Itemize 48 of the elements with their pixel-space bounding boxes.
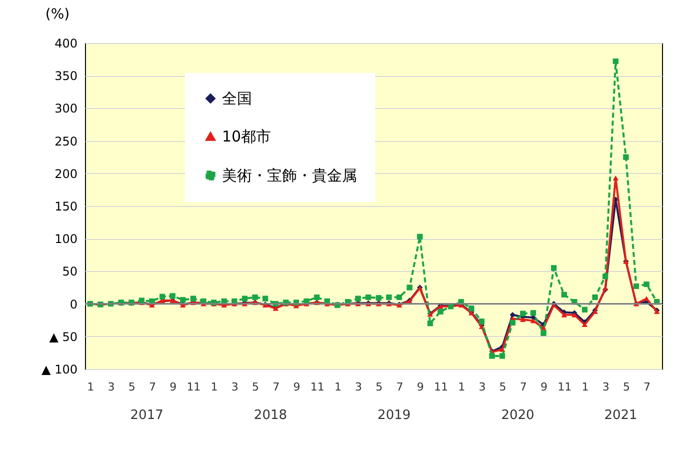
x-tick-label: 5 bbox=[252, 380, 260, 394]
x-tick-label: 11 bbox=[558, 380, 572, 394]
y-axis-title: (%) bbox=[45, 6, 70, 22]
x-tick-label: 9 bbox=[540, 380, 548, 394]
x-tick-label: 9 bbox=[416, 380, 424, 394]
x-tick-label: 11 bbox=[186, 380, 201, 394]
x-tick-label: 7 bbox=[520, 380, 527, 394]
legend-label: 全国 bbox=[222, 90, 252, 108]
y-tick-label: 350 bbox=[54, 69, 78, 84]
y-tick-label: 300 bbox=[54, 102, 78, 116]
x-tick-label: 5 bbox=[376, 380, 383, 394]
x-tick-label: 5 bbox=[622, 380, 630, 394]
x-tick-label: 11 bbox=[310, 380, 324, 394]
x-tick-label: 1 bbox=[210, 380, 218, 394]
x-tick-label: 7 bbox=[644, 380, 651, 394]
x-tick-label: 7 bbox=[272, 380, 280, 394]
x-tick-label: 3 bbox=[355, 380, 362, 394]
y-tick-label: 200 bbox=[54, 166, 78, 181]
legend-label: 美術・宝飾・貴金属 bbox=[222, 166, 357, 184]
y-tick-label: 400 bbox=[54, 36, 78, 50]
x-tick-label: 3 bbox=[231, 380, 238, 394]
x-tick-label: 5 bbox=[499, 380, 506, 394]
x-tick-label: 3 bbox=[602, 380, 610, 394]
text: 2017 bbox=[130, 408, 164, 423]
text: 2019 bbox=[378, 408, 411, 423]
y-tick-label: 0 bbox=[70, 297, 78, 312]
y-tick-label: 100 bbox=[54, 232, 78, 246]
y-tick-label: 50 bbox=[62, 264, 78, 279]
x-tick-label: 9 bbox=[293, 380, 300, 394]
text: 2021 bbox=[604, 408, 638, 423]
x-tick-label: 1 bbox=[87, 380, 94, 394]
text: 2018 bbox=[254, 408, 288, 423]
legend-label: 10都市 bbox=[222, 128, 272, 146]
y-tick-label: ▲ 100 bbox=[42, 362, 78, 376]
y-tick-label: 150 bbox=[54, 200, 78, 214]
x-tick-label: 7 bbox=[148, 380, 156, 394]
x-tick-label: 7 bbox=[396, 380, 404, 394]
x-tick-label: 1 bbox=[458, 380, 466, 394]
x-tick-label: 11 bbox=[434, 380, 448, 394]
y-tick-label: ▲ 50 bbox=[49, 330, 78, 344]
x-tick-label: 3 bbox=[478, 380, 486, 394]
x-tick-label: 5 bbox=[128, 380, 136, 394]
y-tick-label: 250 bbox=[54, 134, 78, 148]
x-tick-label: 9 bbox=[170, 380, 177, 394]
x-tick-label: 1 bbox=[334, 380, 342, 394]
text: 2020 bbox=[501, 408, 534, 423]
x-tick-label: 3 bbox=[108, 380, 115, 394]
x-tick-label: 1 bbox=[582, 380, 589, 394]
